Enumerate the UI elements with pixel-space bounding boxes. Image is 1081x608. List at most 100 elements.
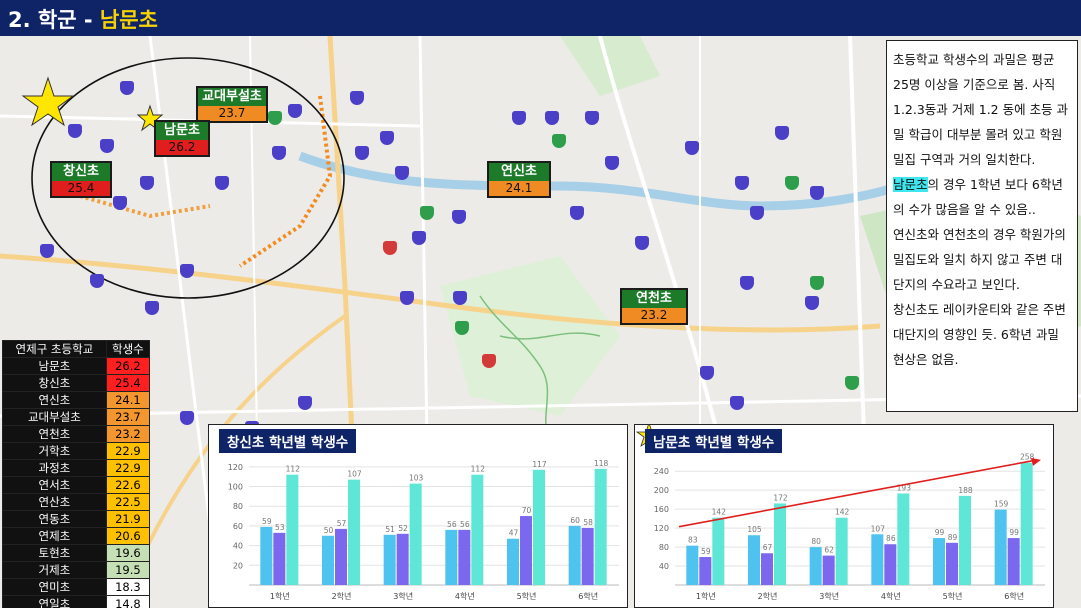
note-paragraph: 창신초도 레이카운티와 같은 주변 대단지의 영향인 듯. 6학년 과밀 현상은… — [893, 302, 1066, 367]
x-tick-label: 5학년 — [517, 591, 537, 601]
school-value: 25.4 — [52, 181, 110, 196]
school-label-gyodae[interactable]: 교대부설초 23.7 — [196, 86, 268, 123]
title-highlight: 남문초 — [99, 8, 158, 32]
academy-pin[interactable] — [730, 396, 744, 410]
bar-value-label: 47 — [509, 529, 519, 538]
table-row: 연산초 22.5 — [2, 493, 151, 511]
school-name-cell: 연제초 — [2, 527, 107, 545]
bar-value-label: 118 — [594, 459, 609, 468]
bar — [383, 534, 396, 585]
y-tick-label: 40 — [233, 542, 243, 551]
academy-pin[interactable] — [453, 291, 467, 305]
academy-pin[interactable] — [810, 186, 824, 200]
bar-value-label: 105 — [747, 525, 762, 534]
academy-pin[interactable] — [545, 111, 559, 125]
academy-pin[interactable] — [482, 354, 496, 368]
table-row: 거제초 19.5 — [2, 561, 151, 579]
y-tick-label: 100 — [228, 483, 243, 492]
academy-pin[interactable] — [272, 146, 286, 160]
x-tick-label: 3학년 — [819, 591, 839, 601]
school-label-yeonsin[interactable]: 연신초 24.1 — [487, 161, 551, 198]
school-name-cell: 창신초 — [2, 374, 107, 392]
bar — [520, 516, 532, 585]
school-ranking-table: 연제구 초등학교 학생수 남문초 26.2 창신초 25.4 연신초 24.1 교대부설초 2… — [2, 340, 151, 608]
academy-pin[interactable] — [635, 236, 649, 250]
table-header: 연제구 초등학교 — [2, 340, 107, 358]
bar — [748, 535, 760, 585]
academy-pin[interactable] — [810, 276, 824, 290]
academy-pin[interactable] — [775, 126, 789, 140]
academy-pin[interactable] — [420, 206, 434, 220]
academy-pin[interactable] — [452, 210, 466, 224]
academy-pin[interactable] — [552, 134, 566, 148]
bar — [994, 509, 1007, 585]
academy-pin[interactable] — [735, 176, 749, 190]
academy-pin[interactable] — [845, 376, 859, 390]
academy-pin[interactable] — [268, 111, 282, 125]
academy-pin[interactable] — [90, 274, 104, 288]
student-count-cell: 25.4 — [105, 374, 151, 392]
academy-pin[interactable] — [350, 91, 364, 105]
academy-pin[interactable] — [383, 241, 397, 255]
academy-pin[interactable] — [585, 111, 599, 125]
note-paragraph: 연신초와 연천초의 경우 학원가의 밀집도와 일치 하지 않고 주변 대단지의 … — [893, 227, 1066, 292]
note-paragraph: 남문초의 경우 1학년 보다 6학년의 수가 많음을 알 수 있음.. — [893, 172, 1071, 222]
bar-value-label: 99 — [935, 528, 945, 537]
bar-value-label: 86 — [886, 534, 896, 543]
academy-pin[interactable] — [700, 366, 714, 380]
x-tick-label: 5학년 — [943, 591, 963, 601]
academy-pin[interactable] — [512, 111, 526, 125]
academy-pin[interactable] — [805, 296, 819, 310]
academy-pin[interactable] — [145, 301, 159, 315]
school-label-yeoncheon[interactable]: 연천초 23.2 — [620, 288, 688, 325]
academy-pin[interactable] — [750, 206, 764, 220]
academy-pin[interactable] — [455, 321, 469, 335]
academy-pin[interactable] — [100, 139, 114, 153]
academy-pin[interactable] — [395, 166, 409, 180]
academy-pin[interactable] — [412, 231, 426, 245]
student-count-cell: 24.1 — [105, 391, 151, 409]
academy-pin[interactable] — [288, 104, 302, 118]
academy-pin[interactable] — [685, 141, 699, 155]
bar — [897, 493, 910, 585]
academy-pin[interactable] — [215, 176, 229, 190]
academy-pin[interactable] — [140, 176, 154, 190]
page-title: 2. 학군 - 남문초 — [8, 4, 158, 34]
academy-pin[interactable] — [113, 196, 127, 210]
school-label-changsin[interactable]: 창신초 25.4 — [50, 161, 112, 198]
student-count-cell: 20.6 — [105, 527, 151, 545]
school-name-cell: 연일초 — [2, 595, 107, 608]
student-count-cell: 23.7 — [105, 408, 151, 426]
academy-pin[interactable] — [298, 396, 312, 410]
y-tick-label: 60 — [233, 522, 243, 531]
bar — [471, 474, 484, 585]
academy-pin[interactable] — [380, 131, 394, 145]
academy-pin[interactable] — [120, 81, 134, 95]
bar-value-label: 53 — [275, 523, 285, 532]
school-label-nammun[interactable]: 남문초 26.2 — [154, 120, 210, 157]
table-header: 학생수 — [105, 340, 151, 358]
bar — [959, 495, 971, 585]
bar — [348, 479, 360, 585]
x-tick-label: 1학년 — [270, 591, 290, 601]
bar-value-label: 112 — [286, 465, 301, 474]
school-name-cell: 연산초 — [2, 493, 107, 511]
academy-pin[interactable] — [40, 244, 54, 258]
academy-pin[interactable] — [68, 124, 82, 138]
y-tick-label: 40 — [659, 562, 669, 571]
academy-pin[interactable] — [180, 411, 194, 425]
academy-pin[interactable] — [355, 146, 369, 160]
note-highlight: 남문초 — [893, 177, 928, 192]
bar — [809, 547, 822, 585]
table-row: 연동초 21.9 — [2, 510, 151, 528]
academy-pin[interactable] — [570, 206, 584, 220]
table-row: 연미초 18.3 — [2, 578, 151, 596]
academy-pin[interactable] — [605, 156, 619, 170]
academy-pin[interactable] — [180, 264, 194, 278]
academy-pin[interactable] — [740, 276, 754, 290]
academy-pin[interactable] — [785, 176, 799, 190]
title-prefix: 2. 학군 - — [8, 8, 100, 32]
table-row: 토현초 19.6 — [2, 544, 151, 562]
academy-pin[interactable] — [400, 291, 414, 305]
